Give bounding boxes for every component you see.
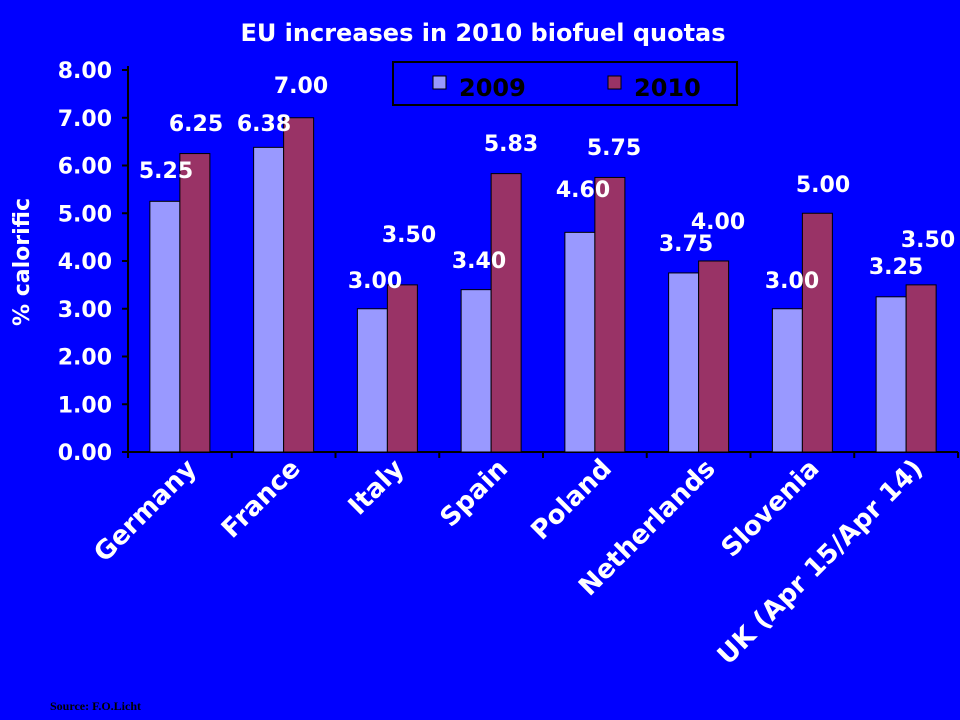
legend-label-2009: 2009 [459,74,526,102]
y-tick-label: 3.00 [58,298,112,323]
x-tick-label: Slovenia [716,454,826,564]
bar-2010-spain [490,173,522,453]
y-tick-label: 4.00 [58,250,112,275]
x-tick-label: UK (Apr 15/Apr 14) [712,454,929,671]
bar-2009-poland [564,231,596,453]
bar-2009-netherlands [668,272,700,453]
legend: 2009 2010 [392,61,738,106]
data-label: 5.25 [139,159,193,184]
bar-2010-germany [179,153,211,453]
bar-2009-germany [149,200,181,453]
bar-2010-netherlands [698,260,730,453]
data-label: 4.00 [691,210,745,235]
x-tick-label: France [216,454,307,545]
bar-2009-france [253,146,285,453]
x-tick-label: Spain [435,454,514,533]
legend-swatch-2009 [432,75,447,90]
legend-box [392,61,738,106]
y-tick-label: 6.00 [58,155,112,180]
y-tick-label: 0.00 [58,441,112,466]
y-tick-label: 5.00 [58,202,112,227]
bar-2010-poland [594,176,626,453]
bar-2009-uk-apr-15-apr-14- [875,296,907,453]
bar-2010-italy [386,284,418,453]
x-tick-label: Italy [343,454,411,522]
data-label: 5.83 [484,132,538,157]
data-label: 3.25 [869,255,923,280]
x-tick-label: Germany [88,454,203,569]
y-tick-label: 7.00 [58,107,112,132]
chart-title: EU increases in 2010 biofuel quotas [240,19,725,47]
y-tick-label: 8.00 [58,59,112,84]
data-label: 5.00 [796,173,850,198]
data-label: 6.25 [169,112,223,137]
data-label: 5.75 [587,136,641,161]
y-tick-label: 1.00 [58,393,112,418]
bar-2010-uk-apr-15-apr-14- [905,284,937,453]
data-label: 7.00 [274,74,328,99]
data-label: 4.60 [556,178,610,203]
legend-label-2010: 2010 [634,74,701,102]
x-tick-label: Poland [526,454,618,546]
data-label: 3.75 [659,232,713,257]
data-label: 3.00 [348,269,402,294]
y-tick-label: 2.00 [58,346,112,371]
source-note: Source: F.O.Licht [50,699,142,713]
data-label: 6.38 [237,112,291,137]
bar-2009-italy [356,308,388,453]
data-label: 3.40 [452,249,506,274]
bar-2010-france [283,117,315,453]
legend-swatch-2010 [607,75,622,90]
data-label: 3.50 [382,223,436,248]
bar-2010-slovenia [801,212,833,453]
data-label: 3.00 [765,269,819,294]
bar-2009-spain [460,289,492,453]
data-label: 3.50 [901,228,955,253]
bar-2009-slovenia [771,308,803,453]
y-axis-label: % calorific [10,198,35,326]
